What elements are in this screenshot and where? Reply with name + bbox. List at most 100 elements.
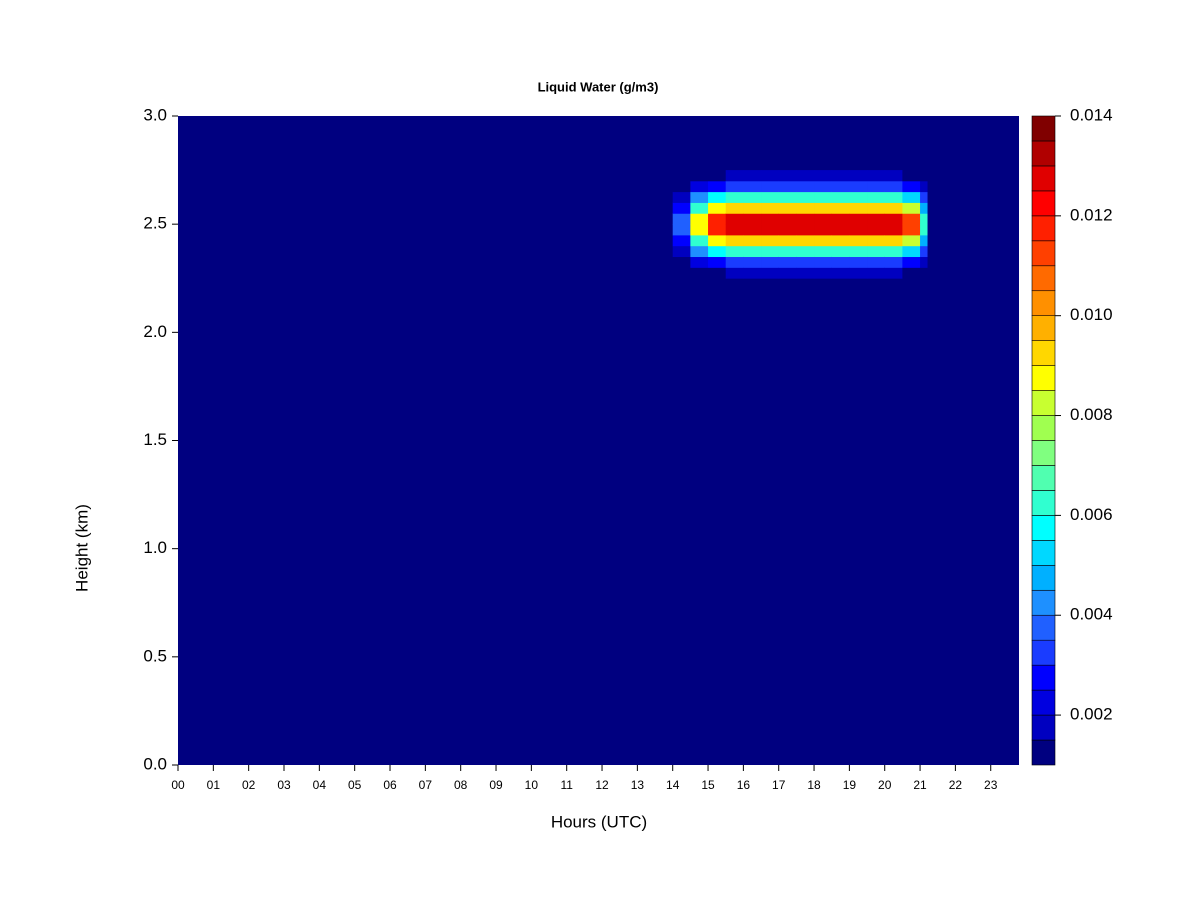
heat-cell (920, 180, 928, 193)
heat-cell (884, 245, 903, 258)
x-tick-label: 05 (348, 778, 362, 792)
heat-cell (690, 267, 709, 279)
heat-cell (884, 256, 903, 268)
colorbar-box (1031, 290, 1056, 316)
heat-cell (778, 245, 797, 258)
heat-cell (743, 170, 762, 182)
heat-cell (672, 180, 691, 193)
colorbar-tick-label: 0.008 (1070, 405, 1113, 424)
colorbar-box (1031, 614, 1056, 641)
heat-cell (814, 170, 833, 182)
colorbar-box (1031, 315, 1056, 341)
x-tick-label: 21 (913, 778, 927, 792)
heat-cell (831, 170, 850, 182)
colorbar-tick-label: 0.006 (1070, 505, 1113, 524)
heat-cell (831, 267, 850, 279)
heat-cell (849, 234, 868, 247)
heat-cell (708, 191, 727, 203)
y-tick-label: 3.0 (143, 105, 167, 124)
heat-cell (761, 245, 780, 258)
heat-cell (708, 170, 727, 182)
heat-cell (814, 180, 833, 193)
x-tick-label: 23 (984, 778, 998, 792)
colorbar-box (1031, 589, 1056, 616)
x-tick-label: 08 (454, 778, 468, 792)
heat-cell (920, 245, 928, 258)
heat-cell (884, 234, 903, 247)
x-tick-label: 01 (207, 778, 221, 792)
heat-cell (902, 245, 921, 258)
heat-cell (920, 191, 928, 203)
x-tick-label: 09 (489, 778, 503, 792)
heat-cell (708, 202, 727, 214)
heat-cell (725, 213, 744, 225)
heat-cell (690, 202, 709, 214)
colorbar-box (1031, 714, 1056, 741)
heat-cell (672, 224, 691, 236)
x-tick-label: 11 (560, 778, 573, 792)
heat-cell (796, 170, 815, 182)
heat-cell (761, 170, 780, 182)
x-tick-label: 07 (419, 778, 433, 792)
y-tick-label: 1.0 (143, 538, 167, 557)
x-tick-label: 15 (701, 778, 715, 792)
heat-cell (796, 191, 815, 203)
heat-cell (867, 224, 886, 236)
heat-cell (743, 213, 762, 225)
colorbar-box (1031, 240, 1056, 267)
heat-cell (761, 256, 780, 268)
heat-cell (849, 245, 868, 258)
x-tick-label: 19 (843, 778, 857, 792)
colorbar-box (1031, 115, 1056, 142)
colorbar-box (1031, 540, 1056, 566)
x-tick-label: 06 (383, 778, 397, 792)
heat-cell (867, 256, 886, 268)
colorbar-box (1031, 165, 1056, 192)
heat-cell (884, 267, 903, 279)
heat-cell (725, 245, 744, 258)
heat-cell (778, 191, 797, 203)
heat-cell (902, 213, 921, 225)
heat-cell (672, 170, 691, 182)
colorbar-box (1031, 365, 1056, 391)
heat-cell (708, 267, 727, 279)
heat-cell (902, 256, 921, 268)
heat-cell (708, 213, 727, 225)
heat-cell (902, 202, 921, 214)
heat-cell (814, 234, 833, 247)
heat-cell (920, 202, 928, 214)
heat-cell (690, 234, 709, 247)
heat-cell (672, 245, 691, 258)
heat-cell (761, 267, 780, 279)
colorbar-box (1031, 515, 1056, 541)
heat-cell (725, 256, 744, 268)
heat-cell (778, 180, 797, 193)
heat-cell (831, 213, 850, 225)
colorbar-tick-label: 0.010 (1070, 305, 1113, 324)
heat-cell (743, 256, 762, 268)
heat-cell (743, 267, 762, 279)
heat-cell (796, 213, 815, 225)
heat-cell (690, 180, 709, 193)
heat-cell (902, 267, 921, 279)
colorbar-tick-label: 0.002 (1070, 705, 1113, 724)
heat-cell (708, 256, 727, 268)
heat-cell (920, 170, 928, 182)
heat-cell (778, 202, 797, 214)
heat-cell (849, 202, 868, 214)
heat-cell (778, 234, 797, 247)
heat-cell (725, 202, 744, 214)
heat-cell (725, 191, 744, 203)
x-tick-label: 00 (171, 778, 185, 792)
heat-cell (672, 234, 691, 247)
heat-cell (761, 234, 780, 247)
heat-cell (672, 213, 691, 225)
heat-cell (796, 267, 815, 279)
heat-cell (814, 224, 833, 236)
x-tick-label: 03 (277, 778, 291, 792)
x-tick-label: 18 (807, 778, 821, 792)
heat-cell (761, 191, 780, 203)
heat-cell (849, 267, 868, 279)
heat-cell (708, 234, 727, 247)
heat-cell (884, 180, 903, 193)
